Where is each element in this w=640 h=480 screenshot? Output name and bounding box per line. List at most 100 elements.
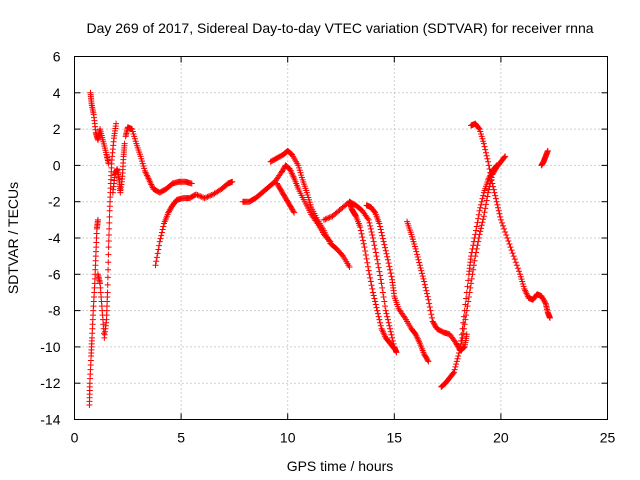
data-point bbox=[461, 307, 468, 314]
data-point bbox=[468, 275, 475, 282]
data-point bbox=[501, 154, 508, 161]
data-point bbox=[514, 265, 521, 272]
data-point bbox=[477, 228, 484, 235]
data-point bbox=[367, 278, 374, 285]
data-point bbox=[459, 334, 466, 341]
data-point bbox=[512, 259, 519, 266]
data-point bbox=[419, 270, 426, 277]
data-point bbox=[384, 316, 391, 323]
series-arc-3 bbox=[94, 120, 120, 341]
data-point bbox=[155, 246, 162, 253]
data-point bbox=[290, 208, 297, 215]
data-point bbox=[361, 244, 368, 251]
data-point bbox=[418, 267, 425, 274]
data-point bbox=[484, 193, 491, 200]
data-point bbox=[366, 219, 373, 226]
data-point bbox=[369, 289, 376, 296]
data-point bbox=[106, 225, 113, 232]
data-point bbox=[458, 337, 465, 344]
data-point bbox=[386, 263, 393, 270]
data-point bbox=[425, 358, 432, 365]
data-point bbox=[369, 285, 376, 292]
data-point bbox=[496, 210, 503, 217]
data-point bbox=[387, 270, 394, 277]
data-point bbox=[501, 225, 508, 232]
data-point bbox=[417, 264, 424, 271]
series-arc-15 bbox=[457, 162, 500, 350]
data-point bbox=[366, 271, 373, 278]
data-point bbox=[457, 343, 464, 350]
data-point bbox=[421, 278, 428, 285]
data-point bbox=[370, 238, 377, 245]
series-arc-17 bbox=[538, 147, 551, 169]
data-point bbox=[202, 194, 209, 201]
data-point bbox=[506, 241, 513, 248]
series-arc-14 bbox=[438, 153, 509, 390]
data-point bbox=[424, 293, 431, 300]
data-point bbox=[479, 195, 486, 202]
axis-ticks: 0 5 10 15 20 25 -14 -12 -10 -8 -6 -4 -2 0 2 4 6 bbox=[40, 49, 615, 446]
data-point bbox=[451, 366, 458, 373]
data-point bbox=[480, 140, 487, 147]
data-point bbox=[428, 311, 435, 318]
data-point bbox=[502, 153, 509, 160]
data-point bbox=[375, 313, 382, 320]
data-point bbox=[374, 260, 381, 267]
x-tick-label: 15 bbox=[387, 430, 403, 446]
data-point bbox=[154, 250, 161, 257]
data-point bbox=[160, 223, 167, 230]
data-point bbox=[462, 316, 469, 323]
data-point bbox=[426, 303, 433, 310]
data-point bbox=[364, 259, 371, 266]
y-tick-label: 2 bbox=[53, 121, 61, 137]
data-point bbox=[416, 259, 423, 266]
data-point bbox=[474, 219, 481, 226]
data-point bbox=[371, 208, 378, 215]
data-marks bbox=[86, 89, 553, 408]
data-point bbox=[492, 195, 499, 202]
data-point bbox=[468, 253, 475, 260]
data-point bbox=[323, 215, 330, 222]
data-point bbox=[370, 292, 377, 299]
data-point bbox=[156, 238, 163, 245]
data-point bbox=[516, 268, 523, 275]
data-point bbox=[358, 230, 365, 237]
data-point bbox=[360, 240, 367, 247]
data-point bbox=[544, 147, 551, 154]
data-point bbox=[372, 249, 379, 256]
data-point bbox=[387, 325, 394, 332]
data-point bbox=[365, 263, 372, 270]
chart-title: Day 269 of 2017, Sidereal Day-to-day VTE… bbox=[86, 20, 593, 36]
data-point bbox=[104, 281, 111, 288]
data-point bbox=[486, 166, 493, 173]
data-point bbox=[491, 189, 498, 196]
data-point bbox=[468, 280, 475, 287]
data-point bbox=[121, 140, 128, 147]
data-point bbox=[229, 178, 236, 185]
data-point bbox=[511, 256, 518, 263]
data-point bbox=[322, 216, 329, 223]
data-point bbox=[383, 310, 390, 317]
data-point bbox=[476, 207, 483, 214]
data-point bbox=[380, 293, 387, 300]
data-point bbox=[463, 331, 470, 338]
data-point bbox=[473, 223, 480, 230]
data-point bbox=[105, 238, 112, 245]
data-point bbox=[204, 193, 211, 200]
data-point bbox=[374, 307, 381, 314]
data-point bbox=[460, 344, 467, 351]
data-point bbox=[153, 258, 160, 265]
data-point bbox=[422, 284, 429, 291]
data-point bbox=[493, 198, 500, 205]
data-point bbox=[198, 193, 205, 200]
data-point bbox=[421, 281, 428, 288]
data-point bbox=[360, 237, 367, 244]
data-point bbox=[291, 209, 298, 216]
data-point bbox=[384, 253, 391, 260]
data-point bbox=[428, 314, 435, 321]
data-point bbox=[384, 256, 391, 263]
data-point bbox=[363, 255, 370, 262]
data-point bbox=[377, 223, 384, 230]
data-point bbox=[372, 301, 379, 308]
data-point bbox=[465, 277, 472, 284]
